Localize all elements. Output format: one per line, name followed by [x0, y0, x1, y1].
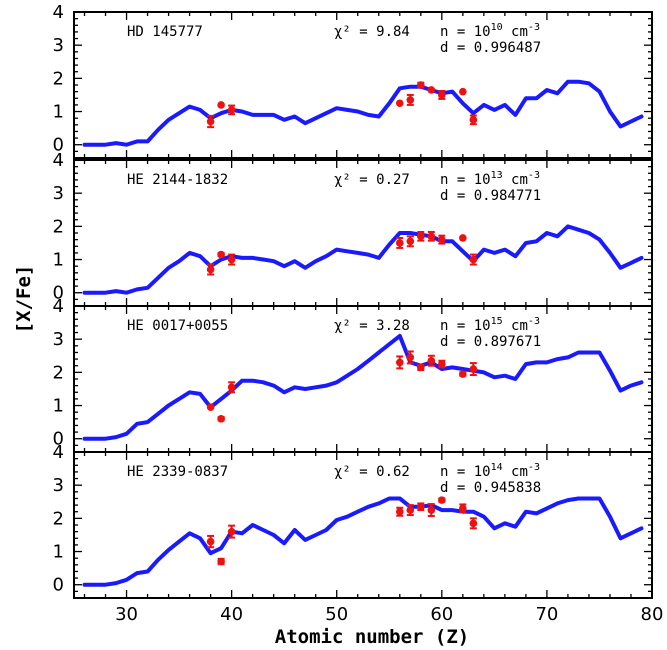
dilution-label: d = 0.897671 — [440, 334, 541, 350]
x-tick-label: 40 — [220, 604, 243, 625]
y-tick-label: 4 — [53, 150, 64, 171]
data-point — [417, 232, 425, 241]
star-name: HE 2144-1832 — [127, 172, 228, 188]
data-point — [427, 506, 436, 514]
data-point — [469, 116, 478, 124]
data-point — [227, 255, 236, 264]
data-point — [469, 255, 478, 264]
data-point — [217, 101, 225, 109]
x-axis-title: Atomic number (Z) — [275, 626, 469, 648]
data-point — [438, 496, 446, 504]
data-point — [427, 356, 436, 365]
data-point — [459, 87, 467, 96]
data-point — [217, 250, 225, 259]
y-tick-label: 4 — [53, 442, 64, 463]
data-point — [206, 265, 215, 274]
panel-4: 0 1 2 3 4 HE 2339-0837 χ² = 0.62 n = 1014 cm-3d… — [53, 442, 653, 599]
x-tick-label: 60 — [430, 604, 453, 625]
data-point — [438, 235, 446, 244]
density-label: n = 1013 cm-3 — [440, 170, 540, 188]
data-point — [395, 507, 404, 516]
data-point — [417, 81, 425, 89]
data-point — [395, 99, 404, 108]
data-point — [227, 383, 236, 392]
data-point — [395, 239, 404, 247]
star-name: HE 0017+0055 — [127, 318, 228, 334]
y-tick-label: 1 — [53, 250, 64, 271]
y-axis-title: [X/Fe] — [13, 265, 35, 334]
panel-1: 0 1 2 3 4 HD 145777 χ² = 9.84 n = 1010 cm-3d = … — [53, 2, 653, 159]
data-point — [417, 502, 425, 511]
data-point — [469, 365, 478, 373]
data-point — [227, 106, 236, 114]
dilution-label: d = 0.996487 — [440, 40, 541, 56]
y-tick-label: 3 — [53, 183, 64, 204]
data-point — [417, 363, 425, 372]
y-tick-label: 2 — [53, 508, 64, 529]
model-line — [82, 79, 644, 147]
data-point — [406, 506, 415, 514]
chi2-label: χ² = 0.27 — [334, 172, 410, 188]
model-line — [82, 224, 644, 295]
data-point — [206, 117, 215, 126]
data-point — [438, 91, 446, 99]
panel-2: 0 1 2 3 4 HE 2144-1832 χ² = 0.27 n = 1013 cm-3d… — [53, 150, 653, 307]
x-tick-label: 50 — [325, 604, 348, 625]
chi2-label: χ² = 9.84 — [334, 24, 410, 40]
y-tick-label: 3 — [53, 475, 64, 496]
data-point — [459, 234, 467, 242]
y-tick-label: 2 — [53, 216, 64, 237]
density-label: n = 1015 cm-3 — [440, 316, 540, 334]
density-label: n = 1014 cm-3 — [440, 462, 540, 480]
dilution-label: d = 0.984771 — [440, 188, 541, 204]
y-tick-label: 2 — [53, 362, 64, 383]
data-point — [395, 358, 404, 367]
y-tick-label: 1 — [53, 542, 64, 563]
x-tick-label: 70 — [535, 604, 558, 625]
data-point — [459, 370, 467, 378]
data-point — [427, 232, 436, 241]
data-point — [206, 537, 215, 546]
dilution-label: d = 0.945838 — [440, 480, 541, 496]
y-tick-label: 4 — [53, 2, 64, 23]
data-point — [427, 86, 436, 94]
star-name: HE 2339-0837 — [127, 464, 228, 480]
y-tick-label: 0 — [53, 135, 64, 156]
data-point — [406, 96, 415, 104]
data-point — [469, 519, 478, 528]
y-tick-label: 1 — [53, 396, 64, 417]
y-tick-label: 1 — [53, 102, 64, 123]
y-tick-label: 0 — [53, 575, 64, 596]
data-point — [459, 504, 467, 513]
y-tick-label: 3 — [53, 35, 64, 56]
data-point — [406, 353, 415, 362]
y-tick-label: 0 — [53, 283, 64, 304]
y-tick-label: 2 — [53, 68, 64, 89]
star-name: HD 145777 — [127, 24, 203, 40]
panel-3: 0 1 2 3 4 HE 0017+0055 χ² = 3.28 n = 1015 cm-3d… — [53, 296, 653, 453]
x-tick-label: 80 — [641, 604, 664, 625]
x-tick-label: 30 — [115, 604, 138, 625]
data-point — [438, 360, 446, 368]
data-point — [217, 415, 225, 423]
chi2-label: χ² = 3.28 — [334, 318, 410, 334]
model-line — [82, 333, 644, 441]
x-tick-labels: 30 40 50 60 70 80 — [115, 604, 663, 625]
chi2-label: χ² = 0.62 — [334, 464, 410, 480]
y-tick-label: 4 — [53, 296, 64, 317]
data-point — [227, 527, 236, 536]
data-point — [206, 403, 215, 412]
y-tick-label: 3 — [53, 329, 64, 350]
density-label: n = 1010 cm-3 — [440, 22, 540, 40]
data-point — [406, 237, 415, 246]
y-tick-label: 0 — [53, 429, 64, 450]
model-line — [82, 496, 644, 587]
data-point — [217, 557, 225, 566]
